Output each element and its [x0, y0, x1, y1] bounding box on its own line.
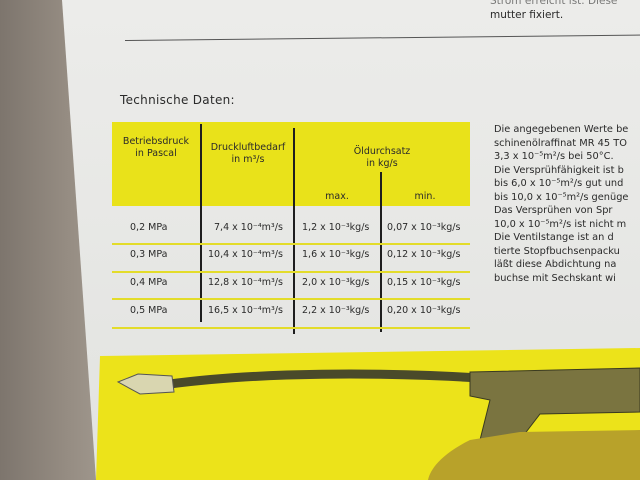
header-air: Druckluftbedarf in m³/s — [202, 142, 294, 166]
text-line: Das Versprühen von Spr — [494, 205, 613, 216]
cell-air: 16,5 x 10⁻⁴m³/s — [208, 305, 283, 316]
nozzle — [116, 373, 175, 395]
text-line: schinenölraffinat MR 45 TO — [494, 137, 627, 149]
cell-pressure: 0,5 MPa — [130, 305, 168, 316]
top-text-line: Strom erreicht ist. Diese — [490, 0, 618, 7]
header-text: in m³/s — [231, 154, 265, 165]
table-row: 0,3 MPa 10,4 x 10⁻⁴m³/s 1,6 x 10⁻³kg/s 0… — [112, 241, 470, 267]
spray-tube — [169, 369, 481, 389]
text-line: 10,0 x 10⁻⁵m²/s ist nicht m — [494, 218, 627, 230]
header-oil: Öldurchsatz in kg/s — [294, 146, 470, 170]
header-max: max. — [325, 191, 349, 202]
cell-pressure: 0,4 MPa — [130, 277, 168, 288]
cell-max: 2,2 x 10⁻³kg/s — [302, 305, 370, 316]
row-separator — [112, 271, 470, 273]
cell-pressure: 0,2 MPa — [130, 222, 168, 233]
text-line: Die Versprühfähigkeit ist b — [494, 164, 624, 176]
column-divider — [380, 172, 382, 332]
cell-min: 0,20 x 10⁻³kg/s — [387, 305, 461, 316]
row-separator — [112, 327, 470, 329]
cell-pressure: 0,3 MPa — [130, 249, 168, 260]
column-divider — [293, 128, 295, 334]
top-text-line: mutter fixiert. — [490, 9, 564, 21]
cell-min: 0,15 x 10⁻³kg/s — [387, 277, 461, 288]
row-separator — [112, 243, 470, 245]
header-text: Betriebsdruck — [122, 136, 190, 147]
row-separator — [112, 298, 470, 300]
text-line: 3,3 x 10⁻⁵m²/s bei 50°C. — [494, 151, 614, 162]
text-line: Die angegebenen Werte be — [494, 124, 629, 135]
cell-air: 7,4 x 10⁻⁴m³/s — [214, 222, 283, 233]
section-heading: Technische Daten: — [120, 93, 235, 107]
text-line: bis 10,0 x 10⁻⁵m²/s genüge — [494, 191, 629, 203]
header-text: Öldurchsatz — [353, 146, 411, 157]
cell-min: 0,12 x 10⁻³kg/s — [387, 249, 461, 260]
header-text: Druckluftbedarf — [210, 142, 286, 153]
text-line: tierte Stopfbuchsenpacku — [494, 245, 620, 257]
side-paragraph: Die angegebenen Werte be schinenölraffin… — [494, 123, 628, 285]
table-row: 0,5 MPa 16,5 x 10⁻⁴m³/s 2,2 x 10⁻³kg/s 0… — [112, 297, 470, 323]
cell-air: 12,8 x 10⁻⁴m³/s — [208, 277, 283, 288]
text-line: buchse mit Sechskant wi — [494, 272, 616, 284]
cell-max: 1,6 x 10⁻³kg/s — [302, 249, 370, 260]
text-line: bis 6,0 x 10⁻⁵m²/s gut und — [494, 178, 624, 189]
column-divider — [200, 124, 202, 322]
header-text: in Pascal — [135, 148, 177, 159]
top-paragraph: Strom erreicht ist. Diese mutter fixiert… — [490, 0, 617, 22]
header-pressure: Betriebsdruck in Pascal — [112, 136, 200, 160]
table-row: 0,2 MPa 7,4 x 10⁻⁴m³/s 1,2 x 10⁻³kg/s 0,… — [112, 214, 470, 240]
text-line: Die Ventilstange ist an d — [494, 232, 614, 243]
header-min: min. — [414, 191, 436, 202]
cell-min: 0,07 x 10⁻³kg/s — [387, 222, 461, 233]
cell-air: 10,4 x 10⁻⁴m³/s — [208, 249, 283, 260]
cell-max: 2,0 x 10⁻³kg/s — [302, 277, 370, 288]
table-header-band — [112, 122, 470, 206]
header-text: in kg/s — [366, 158, 398, 169]
text-line: läßt diese Abdichtung na — [494, 259, 617, 270]
table-row: 0,4 MPa 12,8 x 10⁻⁴m³/s 2,0 x 10⁻³kg/s 0… — [112, 269, 470, 295]
cell-max: 1,2 x 10⁻³kg/s — [302, 222, 370, 233]
oil-container — [428, 430, 640, 480]
